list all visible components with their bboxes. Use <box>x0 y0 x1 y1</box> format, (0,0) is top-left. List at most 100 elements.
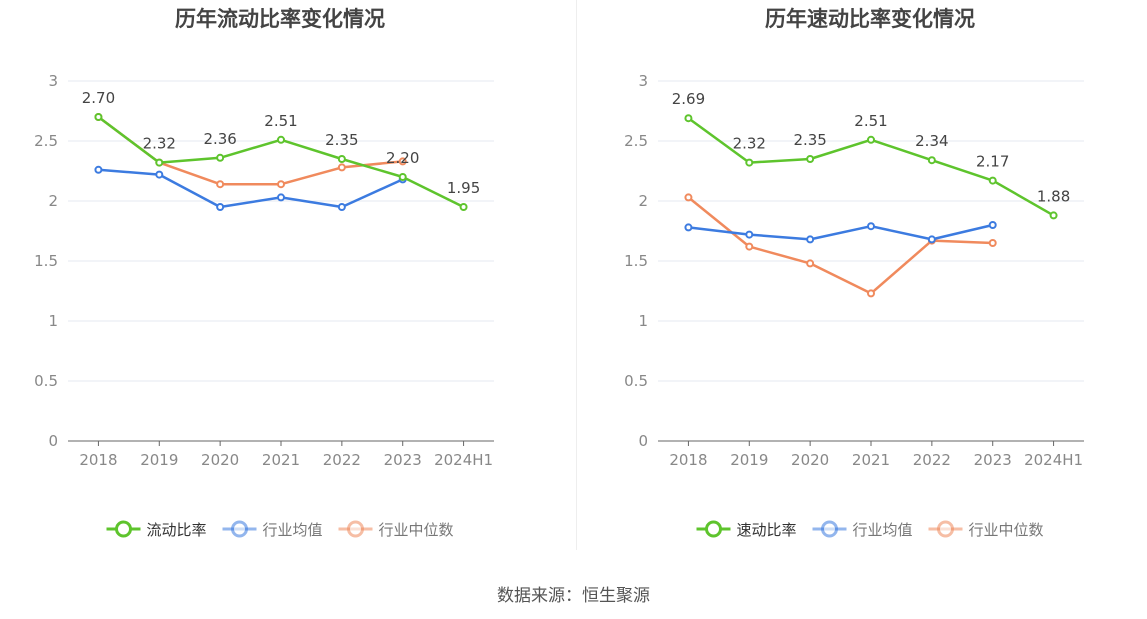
quick-ratio-chart: 历年速动比率变化情况 0 0.5 1 1.5 2 2.5 3 2018 2019 2020 2021 2… <box>590 0 1147 560</box>
data-point <box>988 239 997 247</box>
x-tick-label: 2023 <box>974 451 1012 469</box>
data-point <box>155 170 164 179</box>
legend-label: 行业均值 <box>853 521 913 539</box>
data-point <box>988 176 997 185</box>
x-tick-label: 2019 <box>730 451 768 469</box>
legend-label: 流动比率 <box>147 521 207 539</box>
y-tick-label: 1.5 <box>34 252 58 270</box>
data-point <box>927 156 936 165</box>
y-tick-label: 3 <box>48 72 58 90</box>
legend-marker-icon <box>347 520 364 538</box>
legend-label: 行业中位数 <box>969 521 1044 539</box>
data-point <box>277 180 285 189</box>
legend-marker-icon <box>231 520 248 538</box>
x-tick-label: 2024H1 <box>434 451 493 469</box>
legend-marker-icon <box>115 520 132 538</box>
x-tick-label: 2021 <box>262 451 300 469</box>
quick-ratio-chart-svg: 历年速动比率变化情况 0 0.5 1 1.5 2 2.5 3 2018 2019 2020 2021 2… <box>624 7 1084 539</box>
data-point <box>927 235 936 244</box>
x-tick-label: 2018 <box>669 451 707 469</box>
data-label: 2.17 <box>976 153 1009 171</box>
x-tick-label: 2022 <box>323 451 361 469</box>
data-point <box>337 163 346 172</box>
current-ratio-chart-svg: 历年流动比率变化情况 0 0.5 1 1.5 2 2.5 3 2018 2019 2020 2021 2… <box>34 7 494 539</box>
data-point <box>94 165 103 174</box>
y-tick-label: 2 <box>638 192 648 210</box>
data-point <box>745 158 754 167</box>
x-tick-label: 2021 <box>852 451 890 469</box>
data-label: 2.69 <box>672 90 705 108</box>
legend-item: 行业均值 <box>812 520 913 539</box>
data-point <box>806 259 815 268</box>
legend-item: 流动比率 <box>106 520 207 539</box>
data-label: 2.70 <box>82 89 115 107</box>
x-tick-label: 2020 <box>201 451 239 469</box>
chart-title: 历年速动比率变化情况 <box>765 7 975 31</box>
data-point <box>277 193 285 202</box>
data-point <box>684 193 693 202</box>
data-point <box>806 235 815 244</box>
y-tick-label: 1 <box>638 312 648 330</box>
data-point <box>216 180 225 189</box>
y-tick-label: 1.5 <box>624 252 648 270</box>
y-tick-label: 2 <box>48 192 58 210</box>
x-tick-label: 2019 <box>140 451 178 469</box>
data-label: 1.88 <box>1037 187 1070 205</box>
data-point <box>337 203 346 211</box>
y-tick-label: 0.5 <box>34 372 58 390</box>
legend-marker-icon <box>821 520 838 538</box>
series-line-3 <box>687 196 993 295</box>
data-point <box>277 135 285 144</box>
data-point <box>867 289 875 298</box>
legend-item: 行业中位数 <box>338 520 454 539</box>
data-point <box>684 114 693 123</box>
x-tick-label: 2018 <box>79 451 117 469</box>
x-tick-label: 2023 <box>384 451 422 469</box>
data-source-note: 数据来源：恒生聚源 <box>497 586 650 606</box>
current-ratio-chart: 历年流动比率变化情况 0 0.5 1 1.5 2 2.5 3 2018 2019 2020 2021 2… <box>0 0 560 560</box>
data-label: 2.34 <box>915 132 948 150</box>
data-label: 1.95 <box>447 179 480 197</box>
data-point <box>398 157 407 166</box>
x-tick-label: 2020 <box>791 451 829 469</box>
y-tick-label: 2.5 <box>624 132 648 150</box>
data-point <box>684 223 693 232</box>
data-point <box>216 153 225 162</box>
data-point <box>398 173 407 181</box>
data-label: 2.32 <box>733 135 766 153</box>
data-point <box>867 222 875 231</box>
legend-item: 行业中位数 <box>928 520 1044 539</box>
series-line-2 <box>98 168 404 209</box>
data-point <box>745 230 754 239</box>
data-label: 2.51 <box>264 112 297 130</box>
data-point <box>745 242 754 251</box>
y-tick-label: 1 <box>48 312 58 330</box>
legend-label: 行业均值 <box>263 521 323 539</box>
x-tick-label: 2022 <box>913 451 951 469</box>
data-point <box>459 203 468 211</box>
data-label: 2.36 <box>203 130 236 148</box>
legend-label: 速动比率 <box>737 521 797 539</box>
data-point <box>1049 211 1058 220</box>
y-tick-label: 0 <box>638 432 648 450</box>
data-point <box>988 221 997 229</box>
legend-label: 行业中位数 <box>379 521 454 539</box>
y-tick-label: 2.5 <box>34 132 58 150</box>
data-point <box>806 155 815 163</box>
legend-item: 行业均值 <box>222 520 323 539</box>
legend-marker-icon <box>705 520 722 538</box>
x-tick-label: 2024H1 <box>1024 451 1083 469</box>
data-point <box>216 203 225 211</box>
data-label: 2.51 <box>854 112 887 130</box>
data-label: 2.20 <box>386 149 419 167</box>
data-point <box>94 113 103 121</box>
y-tick-label: 0.5 <box>624 372 648 390</box>
data-label: 2.32 <box>143 135 176 153</box>
y-tick-label: 0 <box>48 432 58 450</box>
chart-title: 历年流动比率变化情况 <box>175 7 385 31</box>
y-tick-label: 3 <box>638 72 648 90</box>
legend-marker-icon <box>937 520 954 538</box>
data-label: 2.35 <box>325 131 358 149</box>
data-point <box>155 158 164 167</box>
series-line-2 <box>688 223 994 241</box>
